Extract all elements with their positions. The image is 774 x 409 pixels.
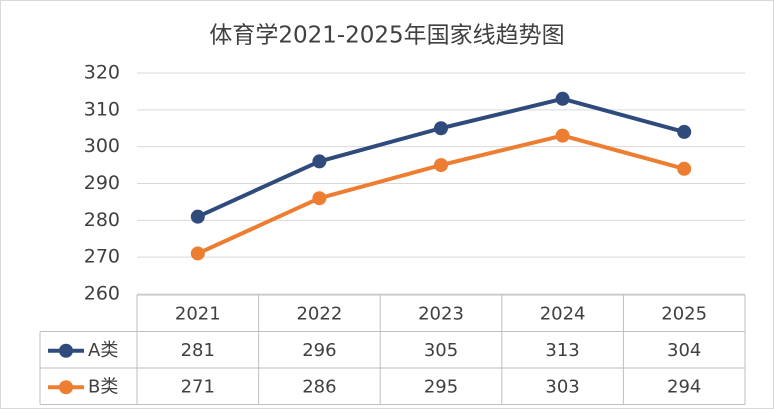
legend-label: A类 [88,340,118,361]
x-tick-label: 2022 [296,303,342,324]
y-tick-label: 280 [84,209,120,231]
y-tick-label: 270 [84,246,120,268]
table-value: 295 [424,376,458,397]
series-marker [555,91,570,106]
table-value: 294 [667,376,701,397]
legend-key-marker [59,343,73,358]
series-marker [555,128,570,143]
table-value: 271 [181,376,215,397]
y-tick-label: 260 [84,283,120,305]
series-marker [190,246,205,261]
x-tick-label: 2024 [540,303,586,324]
table-value: 304 [667,340,701,361]
y-tick-label: 320 [84,62,120,84]
x-tick-label: 2025 [661,303,707,324]
series-marker [677,161,692,176]
table-value: 303 [545,376,579,397]
x-tick-label: 2021 [175,303,221,324]
x-tick-label: 2023 [418,303,464,324]
series-marker [312,154,327,169]
legend-key-marker [59,380,73,395]
series-marker [677,124,692,139]
table-value: 296 [302,340,336,361]
table-value: 286 [302,376,336,397]
series-marker [190,209,205,224]
y-tick-label: 310 [84,98,120,120]
y-tick-label: 290 [84,172,120,194]
series-marker [434,158,448,173]
y-tick-label: 300 [84,135,120,157]
series-marker [312,191,327,206]
table-value: 281 [181,340,215,361]
chart-title: 体育学2021-2025年国家线趋势图 [209,23,564,49]
legend-label: B类 [88,376,118,397]
series-marker [434,121,448,136]
table-value: 305 [424,340,458,361]
table-value: 313 [545,340,579,361]
